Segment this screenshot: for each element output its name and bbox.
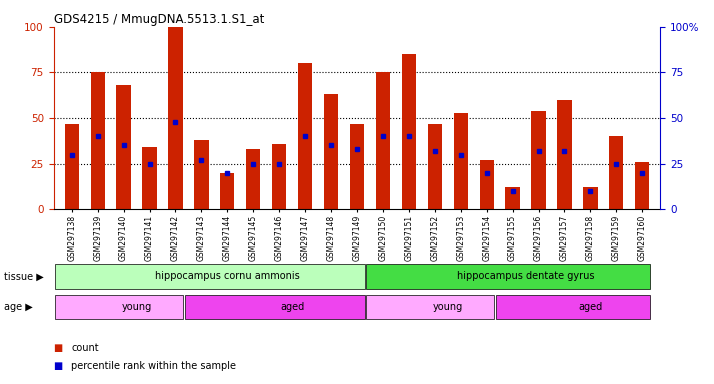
Bar: [428, 124, 442, 209]
Bar: [184, 295, 365, 319]
Text: hippocampus cornu ammonis: hippocampus cornu ammonis: [155, 271, 300, 281]
Text: young: young: [121, 302, 151, 312]
Bar: [558, 100, 572, 209]
Bar: [142, 147, 156, 209]
Bar: [272, 144, 286, 209]
Text: aged: aged: [578, 302, 603, 312]
Bar: [635, 162, 650, 209]
Bar: [246, 149, 261, 209]
Text: age ▶: age ▶: [4, 302, 32, 312]
Bar: [531, 111, 545, 209]
Bar: [376, 73, 390, 209]
Text: percentile rank within the sample: percentile rank within the sample: [71, 361, 236, 371]
Bar: [350, 124, 364, 209]
Bar: [298, 63, 312, 209]
Bar: [91, 73, 105, 209]
Bar: [55, 264, 365, 289]
Bar: [55, 295, 183, 319]
Bar: [402, 54, 416, 209]
Text: count: count: [71, 343, 99, 353]
Bar: [453, 113, 468, 209]
Bar: [194, 140, 208, 209]
Text: tissue ▶: tissue ▶: [4, 271, 44, 281]
Text: young: young: [433, 302, 463, 312]
Bar: [366, 264, 650, 289]
Bar: [64, 124, 79, 209]
Text: ■: ■: [54, 343, 63, 353]
Bar: [496, 295, 650, 319]
Bar: [506, 187, 520, 209]
Bar: [480, 160, 494, 209]
Bar: [116, 85, 131, 209]
Text: aged: aged: [280, 302, 304, 312]
Text: GDS4215 / MmugDNA.5513.1.S1_at: GDS4215 / MmugDNA.5513.1.S1_at: [54, 13, 264, 26]
Bar: [609, 136, 623, 209]
Bar: [220, 173, 234, 209]
Bar: [366, 295, 495, 319]
Bar: [169, 27, 183, 209]
Text: hippocampus dentate gyrus: hippocampus dentate gyrus: [457, 271, 594, 281]
Bar: [324, 94, 338, 209]
Bar: [583, 187, 598, 209]
Text: ■: ■: [54, 361, 63, 371]
